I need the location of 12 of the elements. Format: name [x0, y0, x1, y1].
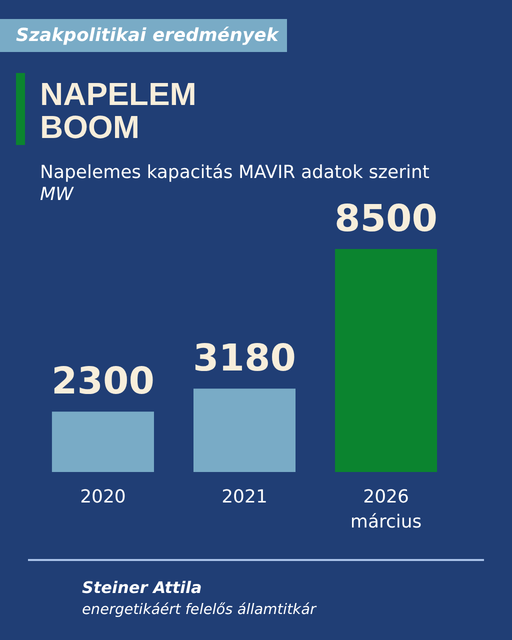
data-label: 3180	[193, 336, 296, 380]
chart-title: NAPELEM BOOM	[40, 76, 198, 145]
tag-box: Szakpolitikai eredmények	[0, 19, 288, 52]
text: Steiner Attila	[82, 578, 202, 598]
data-label: 8500	[334, 197, 438, 240]
y-axis-title: MW	[40, 184, 74, 206]
x-tick-label: 2026 március	[350, 486, 422, 532]
data-label: 2300	[51, 360, 154, 403]
chart-subtitle: Napelemes kapacitás MAVIR adatok szerint	[40, 162, 430, 184]
x-tick-label: 2021	[222, 486, 268, 508]
x-tick-label: 2020	[80, 486, 126, 508]
text: energetikáért felelős államtitkár	[82, 601, 316, 620]
